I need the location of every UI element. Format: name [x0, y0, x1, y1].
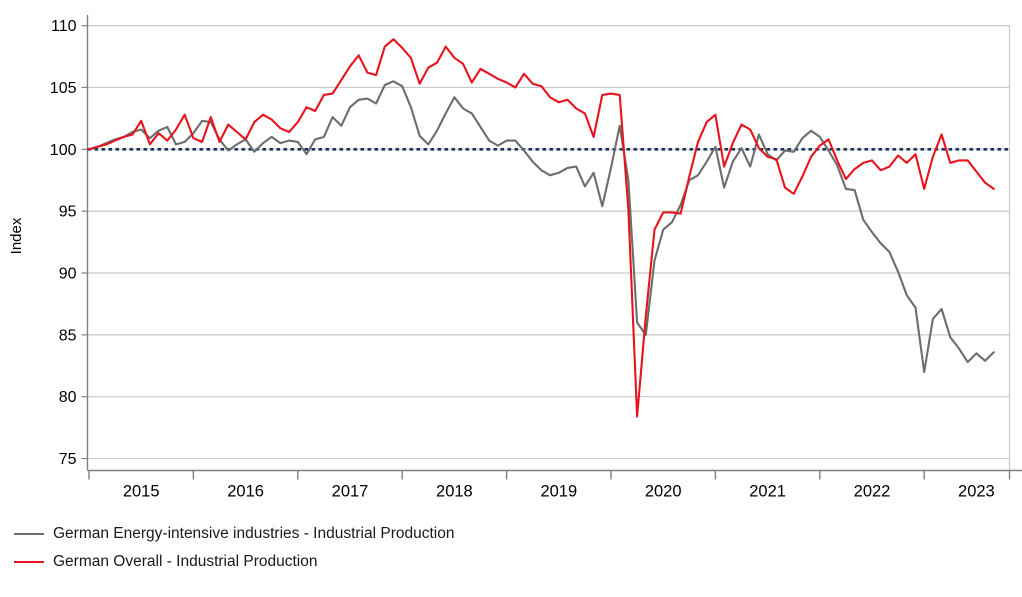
- x-tick-label: 2015: [123, 483, 160, 501]
- y-tick-label: 80: [59, 389, 77, 406]
- legend-item-energy-intensive: German Energy-intensive industries - Ind…: [14, 524, 454, 543]
- y-tick-label: 100: [50, 142, 77, 159]
- legend-label-energy-intensive: German Energy-intensive industries - Ind…: [53, 525, 455, 542]
- axes: [86, 15, 1022, 480]
- x-tick-label: 2023: [958, 483, 995, 501]
- x-tick-label: 2018: [436, 483, 473, 501]
- x-tick-label: 2020: [645, 483, 682, 501]
- x-tick-label: 2021: [749, 483, 786, 501]
- y-tick-label: 75: [59, 451, 77, 468]
- x-axis-tick-labels: 2015 2016 2017 2018 2019 2020 2021 2022 2023: [123, 483, 995, 501]
- y-tick-label: 95: [59, 204, 77, 221]
- legend-swatch-red-line: [14, 560, 44, 563]
- gridlines: [81, 25, 1010, 460]
- x-tick-label: 2017: [332, 483, 369, 501]
- x-tick-label: 2019: [540, 483, 577, 501]
- y-tick-label: 105: [50, 80, 77, 97]
- legend-label-overall: German Overall - Industrial Production: [53, 553, 318, 570]
- y-tick-label: 110: [51, 18, 77, 35]
- y-tick-label: 90: [59, 266, 77, 283]
- y-axis-title: Index: [8, 217, 25, 255]
- y-tick-label: 85: [59, 327, 77, 344]
- y-axis-tick-labels: 75 80 85 90 95 100 105 110: [50, 18, 77, 468]
- x-tick-label: 2022: [854, 483, 891, 501]
- x-tick-label: 2016: [227, 483, 264, 501]
- series-line-energy-intensive: [87, 80, 995, 374]
- legend-item-overall: German Overall - Industrial Production: [14, 552, 454, 571]
- chart-legend: German Energy-intensive industries - Ind…: [14, 524, 454, 571]
- series-line-overall: [87, 38, 995, 418]
- legend-swatch-gray-line: [14, 532, 44, 535]
